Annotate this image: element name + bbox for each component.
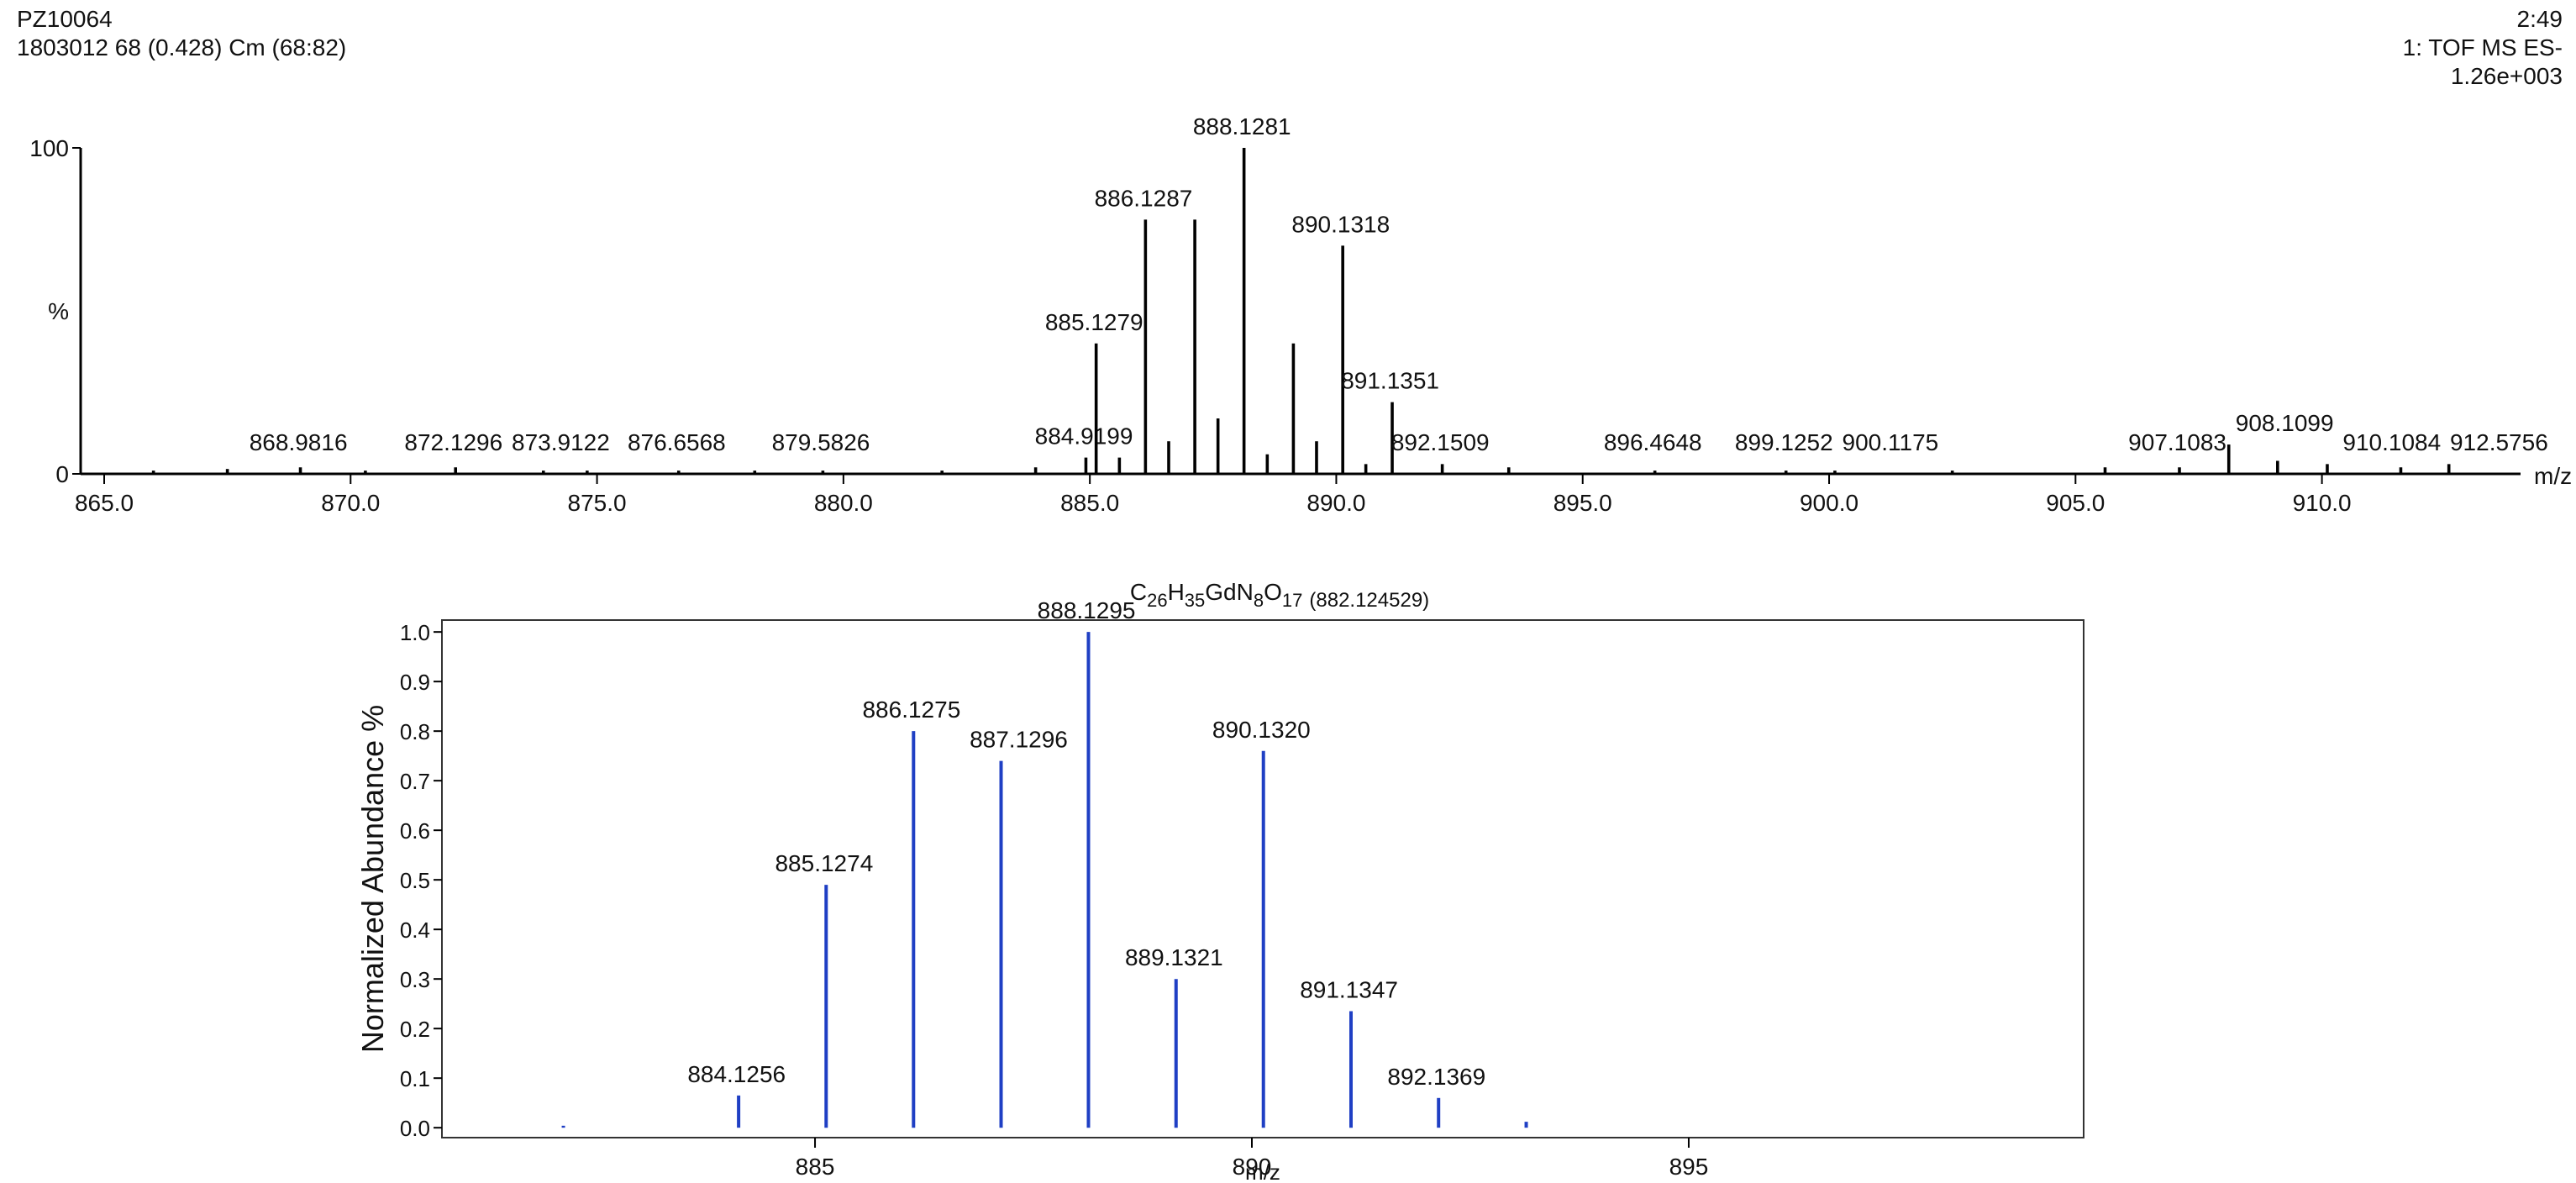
peak-label: 892.1509 bbox=[1391, 429, 1490, 455]
chart-title: C26H35GdN8O17 (882.124529) bbox=[1130, 579, 1429, 612]
peak-label: 891.1347 bbox=[1300, 977, 1398, 1003]
peak-label: 888.1281 bbox=[1193, 113, 1291, 139]
y-tick-label: 0.2 bbox=[400, 1017, 430, 1042]
x-tick-label: 885 bbox=[796, 1154, 835, 1180]
peak-label: 892.1369 bbox=[1387, 1064, 1485, 1090]
x-axis-label: m/z bbox=[2534, 463, 2572, 489]
peak-label: 884.1256 bbox=[687, 1061, 786, 1087]
formula-part: GdN bbox=[1205, 579, 1254, 605]
x-tick-label: 875.0 bbox=[568, 490, 627, 516]
peak-label: 886.1275 bbox=[862, 697, 960, 723]
base-intensity: 1.26e+003 bbox=[2451, 63, 2563, 89]
x-tick-label: 900.0 bbox=[1800, 490, 1858, 516]
y-tick-label: 100 bbox=[29, 135, 69, 161]
peak-label: 876.6568 bbox=[628, 429, 726, 455]
y-axis-label: % bbox=[48, 298, 69, 324]
formula-part: O bbox=[1264, 579, 1282, 605]
x-tick-label: 905.0 bbox=[2046, 490, 2105, 516]
peak-label: 872.1296 bbox=[404, 429, 502, 455]
sample-id: PZ10064 bbox=[17, 6, 113, 32]
scan-info: 1803012 68 (0.428) Cm (68:82) bbox=[17, 34, 346, 60]
x-axis-label: m/z bbox=[1245, 1159, 1280, 1183]
y-tick-label: 0.6 bbox=[400, 818, 430, 844]
peak-label: 889.1321 bbox=[1125, 944, 1223, 970]
peak-label: 888.1295 bbox=[1038, 597, 1136, 623]
peak-label: 886.1287 bbox=[1095, 185, 1193, 211]
formula-subscript: 35 bbox=[1185, 590, 1205, 611]
formula-part: C bbox=[1130, 579, 1147, 605]
peak-label: 885.1274 bbox=[775, 850, 873, 876]
x-tick-label: 890 bbox=[1233, 1154, 1272, 1180]
y-tick-label: 0.5 bbox=[400, 868, 430, 893]
x-tick-label: 865.0 bbox=[75, 490, 134, 516]
peak-label: 908.1099 bbox=[2236, 410, 2334, 436]
y-tick-label: 0.7 bbox=[400, 769, 430, 794]
y-tick-label: 0.9 bbox=[400, 670, 430, 695]
peak-label: 899.1252 bbox=[1735, 429, 1833, 455]
formula-subscript: 8 bbox=[1254, 590, 1264, 611]
peak-label: 910.1084 bbox=[2342, 429, 2441, 455]
x-tick-label: 890.0 bbox=[1306, 490, 1365, 516]
x-tick-label: 880.0 bbox=[814, 490, 873, 516]
x-tick-label: 870.0 bbox=[321, 490, 380, 516]
y-tick-label: 0.4 bbox=[400, 917, 430, 943]
peak-label: 884.9199 bbox=[1035, 423, 1133, 450]
peak-label: 879.5826 bbox=[772, 429, 870, 455]
peak-label: 912.5756 bbox=[2450, 429, 2548, 455]
y-tick-label: 1.0 bbox=[400, 620, 430, 645]
peak-label: 907.1083 bbox=[2128, 429, 2226, 455]
y-tick-label: 0.0 bbox=[400, 1116, 430, 1141]
plot-frame bbox=[441, 619, 2084, 1138]
peak-label: 868.9816 bbox=[250, 429, 348, 455]
peak-label: 890.1318 bbox=[1291, 211, 1390, 237]
x-tick-label: 910.0 bbox=[2293, 490, 2352, 516]
ms-mode: 1: TOF MS ES- bbox=[2403, 34, 2563, 60]
time: 2:49 bbox=[2517, 6, 2563, 32]
formula-subscript: 17 bbox=[1282, 590, 1302, 611]
peak-label: 873.9122 bbox=[512, 429, 610, 455]
peak-label: 890.1320 bbox=[1212, 717, 1311, 743]
x-tick-label: 885.0 bbox=[1060, 490, 1119, 516]
peak-label: 900.1175 bbox=[1843, 429, 1939, 455]
y-tick-label: 0 bbox=[55, 461, 69, 487]
y-tick-label: 0.8 bbox=[400, 719, 430, 744]
peak-label: 891.1351 bbox=[1341, 368, 1439, 394]
formula-subscript: 26 bbox=[1147, 590, 1167, 611]
y-tick-label: 0.3 bbox=[400, 967, 430, 992]
formula-mass: (882.124529) bbox=[1309, 589, 1429, 612]
y-axis-label: Normalized Abundance % bbox=[355, 705, 390, 1053]
formula-part: H bbox=[1168, 579, 1185, 605]
x-tick-label: 895.0 bbox=[1553, 490, 1612, 516]
peak-label: 885.1279 bbox=[1045, 309, 1143, 335]
x-tick-label: 895 bbox=[1669, 1154, 1709, 1180]
peak-label: 887.1296 bbox=[970, 727, 1068, 753]
peak-label: 896.4648 bbox=[1604, 429, 1702, 455]
y-tick-label: 0.1 bbox=[400, 1066, 430, 1091]
